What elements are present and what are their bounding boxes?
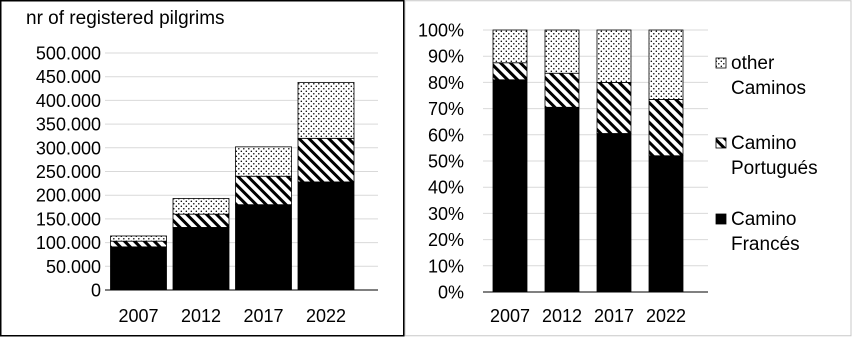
right-y-tick-label: 20% <box>428 230 464 250</box>
left-x-tick-labels: 2007 2012 2017 2022 <box>118 306 346 326</box>
left-bar-other-caminos-2022 <box>297 81 355 139</box>
right-bars <box>492 29 684 293</box>
right-bar-camino-portugues-2012 <box>544 72 580 108</box>
left-bar-camino-frances-2012 <box>172 227 230 291</box>
left-bar-camino-portugues-2012 <box>172 213 230 228</box>
right-x-tick-labels: 2007 2012 2017 2022 <box>490 306 686 326</box>
right-y-tick-label: 60% <box>428 125 464 145</box>
right-y-tick-label: 30% <box>428 204 464 224</box>
legend-label-other-caminos: other <box>731 53 775 74</box>
right-y-tick-label: 80% <box>428 73 464 93</box>
left-bar-camino-portugues-2017 <box>235 175 292 206</box>
left-bar-camino-portugues-2007 <box>110 240 167 248</box>
left-x-tick-label: 2017 <box>243 306 283 326</box>
right-bar-other-caminos-2007 <box>492 29 528 64</box>
legend-label-camino-frances: Camino <box>731 209 796 230</box>
left-bar-camino-frances-2017 <box>235 204 292 291</box>
left-bar-other-caminos-2012 <box>172 198 230 215</box>
left-panel-frame <box>0 0 405 337</box>
right-bar-camino-frances-2012 <box>544 106 580 293</box>
legend-label-other-caminos: Caminos <box>731 78 806 99</box>
right-bar-camino-frances-2017 <box>596 133 632 293</box>
pilgrims-share-chart: 0%10%20%30%40%50%60%70%80%90%100% 2007 20… <box>418 21 818 327</box>
left-bar-camino-frances-2007 <box>110 246 167 291</box>
right-y-tick-label: 90% <box>428 47 464 67</box>
right-y-tick-label: 70% <box>428 99 464 119</box>
left-bars <box>110 81 355 291</box>
left-y-tick-label: 500.000 <box>36 44 101 64</box>
legend-label-camino-frances: Francés <box>731 234 800 255</box>
left-y-tick-label: 50.000 <box>46 257 101 277</box>
legend-swatch-camino-portugues <box>715 137 727 149</box>
left-y-tick-label: 0 <box>91 281 101 301</box>
right-y-tick-label: 100% <box>418 21 464 41</box>
right-x-tick-label: 2017 <box>594 306 634 326</box>
right-y-tick-label: 50% <box>428 152 464 172</box>
left-x-tick-label: 2022 <box>306 306 346 326</box>
left-y-tick-label: 350.000 <box>36 115 101 135</box>
left-bar-other-caminos-2017 <box>235 146 292 177</box>
right-x-tick-label: 2012 <box>542 306 582 326</box>
right-x-tick-label: 2022 <box>646 306 686 326</box>
right-y-tick-label: 40% <box>428 178 464 198</box>
right-y-tick-label: 0% <box>438 283 464 303</box>
right-bar-camino-frances-2022 <box>648 155 684 293</box>
legend-swatch-camino-frances <box>715 213 727 225</box>
left-bar-camino-frances-2022 <box>297 181 355 291</box>
legend-label-camino-portugues: Camino <box>731 133 796 154</box>
left-y-tick-label: 150.000 <box>36 209 101 229</box>
left-y-tick-label: 400.000 <box>36 91 101 111</box>
chart-title: nr of registered pilgrims <box>26 8 225 29</box>
right-bar-camino-portugues-2022 <box>648 99 684 157</box>
right-panel-frame <box>404 0 852 337</box>
legend-swatch-other-caminos <box>715 57 727 69</box>
right-y-tick-labels: 0% 10% 20% 30% 40% 50% 60% 70% 80% 90% 100% <box>418 21 464 303</box>
right-bar-other-caminos-2012 <box>544 29 580 74</box>
left-y-tick-label: 250.000 <box>36 162 101 182</box>
left-y-tick-label: 300.000 <box>36 138 101 158</box>
left-y-tick-label: 100.000 <box>36 233 101 253</box>
right-bar-camino-frances-2007 <box>492 79 528 293</box>
left-y-tick-label: 450.000 <box>36 67 101 87</box>
left-y-tick-label: 200.000 <box>36 186 101 206</box>
legend: other Caminos Camino Portugués Camino Francés <box>715 53 818 255</box>
left-bar-camino-portugues-2022 <box>297 137 355 183</box>
left-bar-other-caminos-2007 <box>110 235 167 242</box>
right-bar-other-caminos-2022 <box>648 29 684 100</box>
pilgrims-count-chart: nr of registered pilgrims 0 50.000 100.000… <box>26 8 378 326</box>
right-x-tick-label: 2007 <box>490 306 530 326</box>
legend-label-camino-portugues: Portugués <box>731 158 818 179</box>
left-x-tick-label: 2007 <box>118 306 158 326</box>
left-x-tick-label: 2012 <box>181 306 221 326</box>
left-y-tick-labels: 0 50.000 100.000 150.000 200.000 250.000 300.0… <box>36 44 101 301</box>
right-bar-camino-portugues-2007 <box>492 62 528 81</box>
right-bar-other-caminos-2017 <box>596 29 632 83</box>
right-bar-camino-portugues-2017 <box>596 82 632 134</box>
right-y-tick-label: 10% <box>428 256 464 276</box>
